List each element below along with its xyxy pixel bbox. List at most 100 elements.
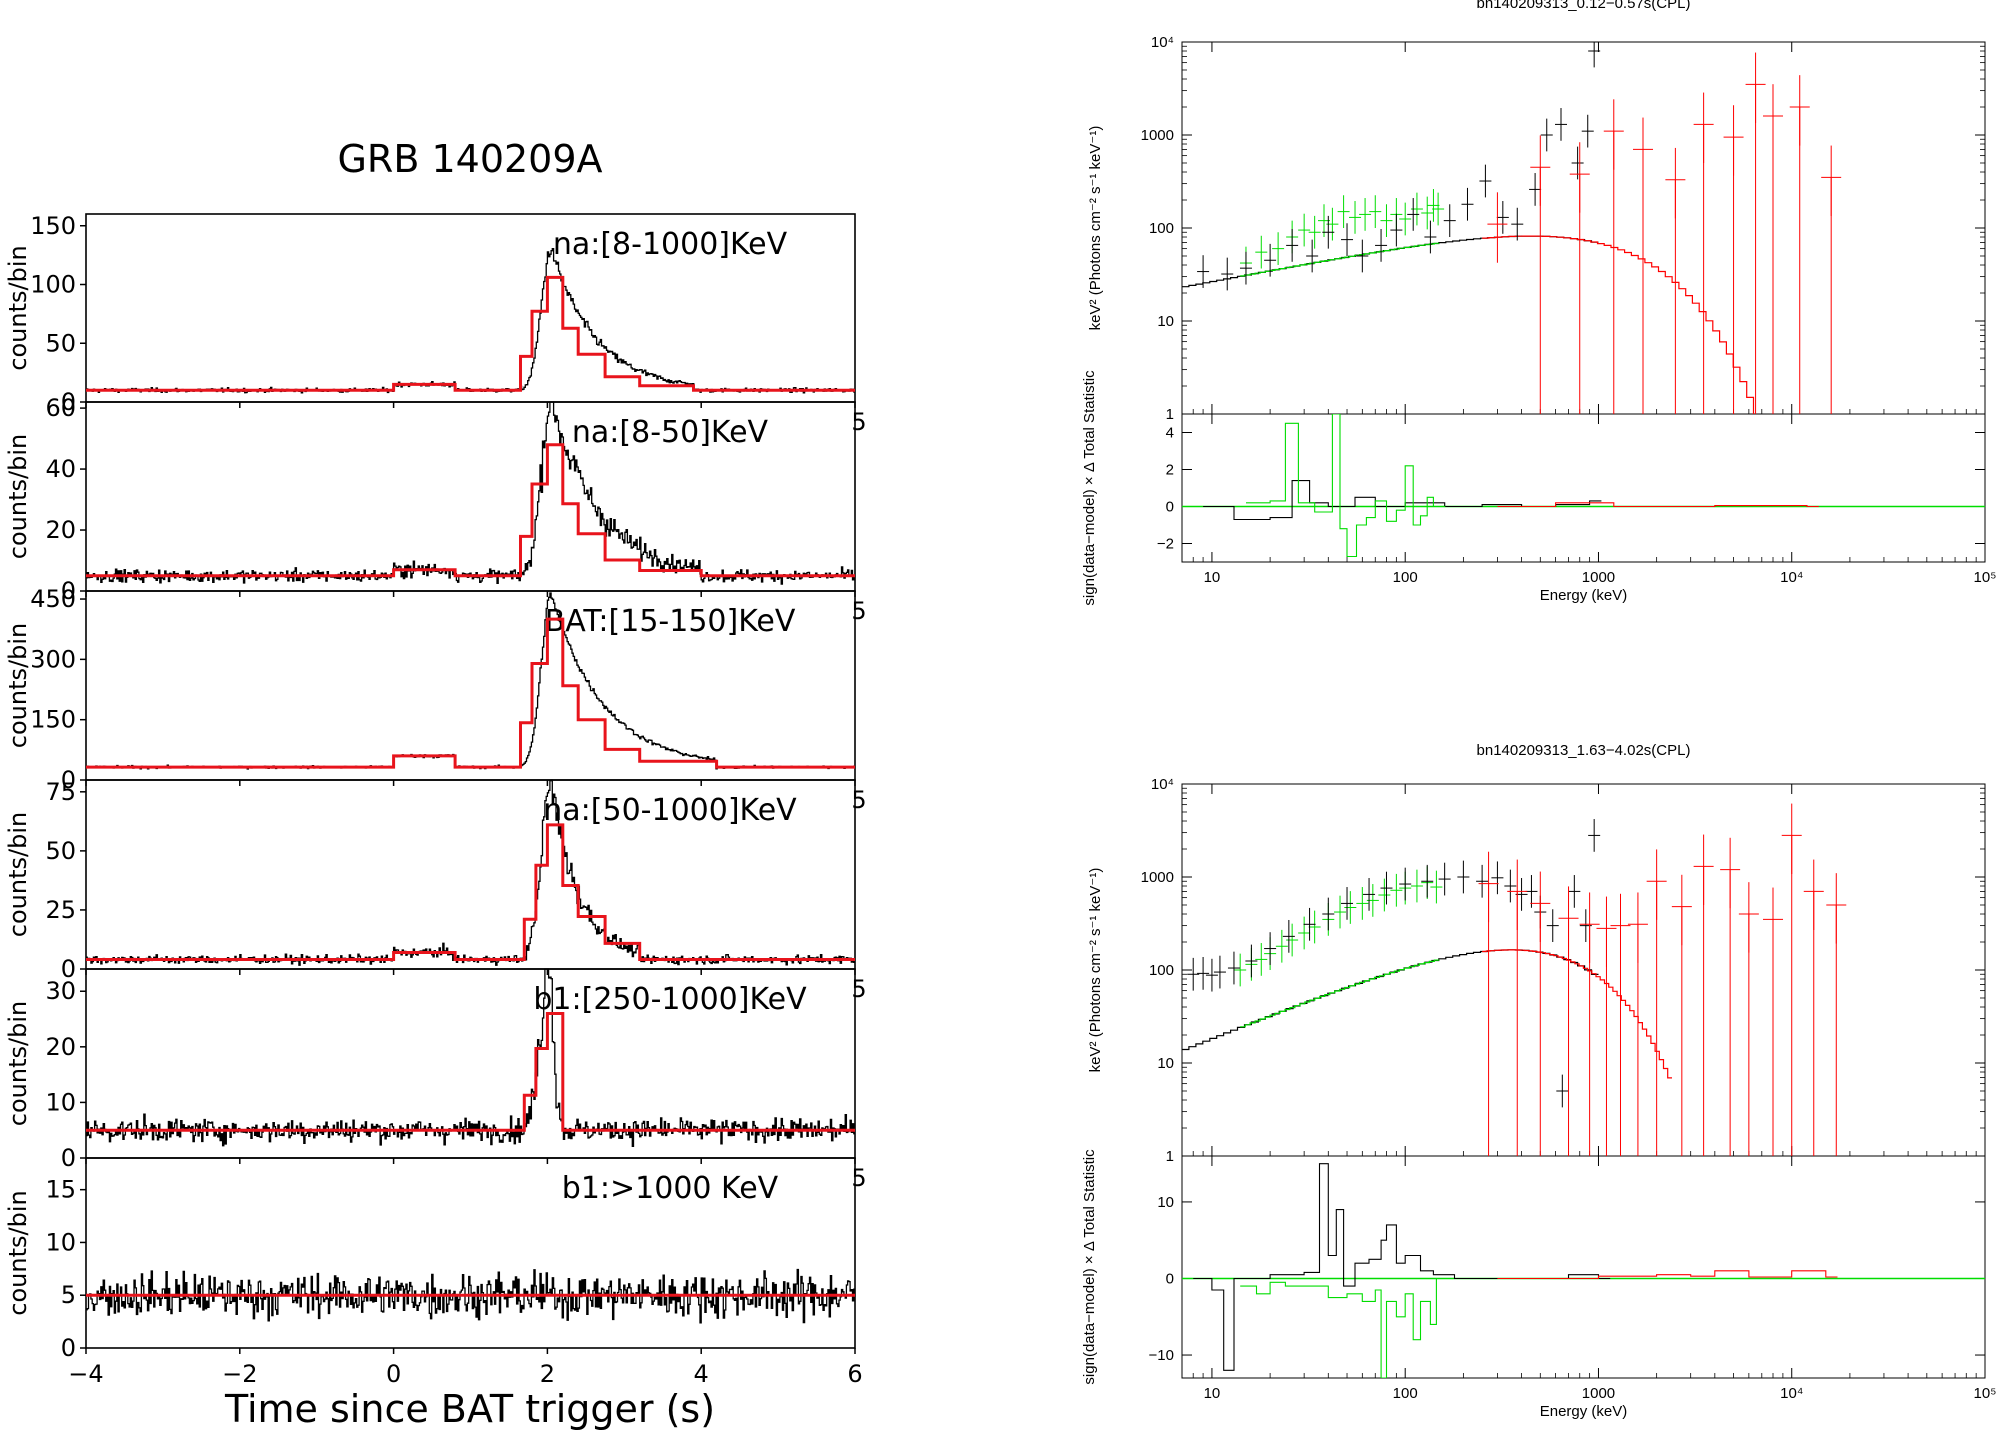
residual-bgo [1497,502,1819,508]
y-tick-label: 50 [45,329,76,357]
spectrum-figure: bn140209313_0.12−0.57s(CPL)110100100010⁴… [1081,0,1996,1420]
y-tick-label: 40 [45,455,76,483]
y-tick-label: 0 [61,955,76,983]
x-axis-label: Energy (keV) [1540,587,1628,604]
spectrum-plot-area [1182,803,1847,1156]
light-curve-data [86,247,855,394]
y-tick-label: 1000 [1141,127,1174,144]
light-curve-panel: 0 50 100 150 counts/bin 5 na:[8-1000]KeV [4,212,867,436]
x-tick-label: 6 [847,1360,862,1388]
light-curve-panels: 050100150counts/bin5na:[8-1000]KeV020406… [4,212,867,1388]
y-axis-label-residual: sign(data−model) × Δ Total Statistic [1081,1149,1098,1385]
light-curve-panel: 0 10 20 30 counts/bin 5 b1:[250-1000]KeV [4,968,867,1192]
light-curve-panel: 0 20 40 60 counts/bin 5 na:[8-50]KeV [4,394,867,625]
stray-tick-label: 5 [851,786,866,814]
y-tick-label: 0 [61,1144,76,1172]
light-curve-panel: 0 150 300 450 counts/bin 5 BAT:[15-150]KeV [4,585,867,814]
y-axis-label-spectrum: keV² (Photons cm⁻² s⁻¹ keV⁻¹) [1087,868,1104,1073]
y-tick-label: 10 [1157,313,1174,330]
band-label: na:[50-1000]KeV [543,793,797,828]
y-axis-label: counts/bin [4,434,32,559]
spectrum-frame [1181,783,1986,1157]
spectrum-panel: bn140209313_0.12−0.57s(CPL) 1 10 100 1000 10⁴… [1081,0,1996,606]
spectrum-plot-area [1182,42,1842,414]
residual-plot-area [1182,1163,1985,1378]
band-label: na:[8-50]KeV [572,415,769,450]
y-tick-label: 60 [45,394,76,422]
light-curve-xlabel: Time since BAT trigger (s) [224,1387,715,1430]
y-tick-label: 100 [30,271,76,299]
stray-tick-label: 5 [851,408,866,436]
residual-frame [1181,413,1986,563]
light-curve-model [86,1012,855,1132]
y-tick-label: 20 [45,1033,76,1061]
y-tick-label: 25 [45,896,76,924]
light-curve-data [86,968,855,1147]
band-label: b1:>1000 KeV [562,1171,779,1206]
x-tick-label: 2 [540,1360,555,1388]
x-tick-label: 10⁵ [1974,1385,1997,1402]
resid-tick-label: 0 [1166,1270,1174,1287]
y-tick-label: 1 [1166,1148,1174,1165]
y-tick-label: 30 [45,977,76,1005]
y-axis-label-residual: sign(data−model) × Δ Total Statistic [1081,370,1098,606]
x-tick-label: 10⁵ [1974,569,1997,586]
y-tick-label: 0 [61,766,76,794]
x-tick-label: 1000 [1582,1385,1615,1402]
y-tick-label: 1 [1166,406,1174,423]
light-curve-model [86,275,855,392]
spectrum-panel: bn140209313_1.63−4.02s(CPL)110100100010⁴… [1081,742,1996,1420]
model-bgo [1482,949,1672,1079]
light-curve-figure: GRB 140209A 050100150counts/bin5na:[8-10… [4,137,867,1430]
residual-bat [1240,1277,1449,1378]
resid-tick-label: 4 [1166,425,1174,442]
y-axis-label: counts/bin [4,1001,32,1126]
light-curve-data [86,401,855,585]
x-tick-label: 100 [1393,569,1418,586]
y-axis-label: counts/bin [4,623,32,748]
x-tick-label: −2 [222,1360,257,1388]
model-bgo [1482,235,1761,414]
light-curve-model [86,823,855,961]
band-label: na:[8-1000]KeV [553,227,788,262]
resid-tick-label: 2 [1166,462,1174,479]
y-axis-label: counts/bin [4,1190,32,1315]
residual-bgo [1497,1270,1838,1280]
spectrum-panels: bn140209313_0.12−0.57s(CPL)110100100010⁴… [1081,0,1996,1420]
model-bat [1240,959,1440,1028]
resid-tick-label: −10 [1149,1347,1174,1364]
panel-frame [85,1157,856,1349]
y-tick-label: 10⁴ [1151,34,1174,51]
model-nai [1182,235,1599,288]
y-tick-label: 5 [61,1281,76,1309]
y-tick-label: 450 [30,585,76,613]
residual-nai [1203,480,1602,521]
y-tick-label: 150 [30,706,76,734]
x-tick-label: −4 [68,1360,103,1388]
y-tick-label: 0 [61,388,76,416]
light-curve-model [86,617,855,769]
x-axis-label: Energy (keV) [1540,1403,1628,1420]
residual-bat [1246,414,1446,558]
y-tick-label: 150 [30,212,76,240]
resid-tick-label: −2 [1157,536,1174,553]
stray-tick-label: 5 [851,1164,866,1192]
light-curve-data [86,1268,855,1324]
y-tick-label: 15 [45,1176,76,1204]
y-tick-label: 10 [1157,1055,1174,1072]
light-curve-title: GRB 140209A [337,137,602,181]
residual-frame [1181,1155,1986,1379]
x-tick-label: 1000 [1582,569,1615,586]
y-tick-label: 100 [1149,220,1174,237]
spectrum-title: bn140209313_0.12−0.57s(CPL) [1477,0,1691,12]
x-tick-label: 10 [1204,1385,1221,1402]
residual-plot-area [1182,414,1985,558]
residual-nai [1193,1163,1611,1371]
x-tick-label: 10⁴ [1780,1385,1803,1402]
y-axis-label: counts/bin [4,245,32,370]
resid-tick-label: 10 [1157,1194,1174,1211]
y-tick-label: 10 [45,1228,76,1256]
y-tick-label: 10⁴ [1151,776,1174,793]
y-tick-label: 20 [45,516,76,544]
stray-tick-label: 5 [851,597,866,625]
